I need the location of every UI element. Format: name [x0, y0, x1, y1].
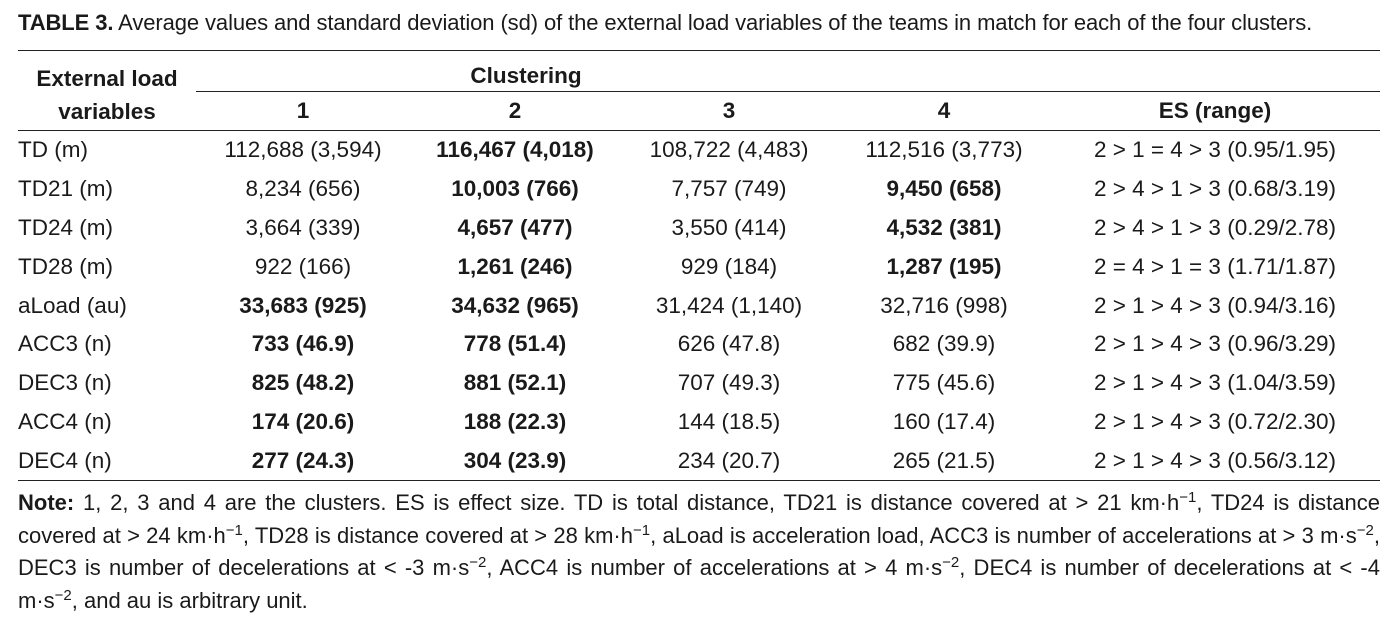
header-clustering: Clustering: [196, 50, 1380, 92]
header-variables-line2: variables: [58, 99, 156, 124]
table-row: TD (m) 112,688 (3,594) 116,467 (4,018) 1…: [18, 129, 1380, 170]
cell-es: 2 > 1 > 4 > 3 (0.56/3.12): [1093, 447, 1337, 473]
row-variable: ACC3 (n): [18, 331, 112, 357]
cell-es: 2 > 1 > 4 > 3 (0.94/3.16): [1093, 292, 1337, 318]
cell-c2: 10,003 (766): [451, 176, 579, 202]
table-row: ACC3 (n) 733 (46.9) 778 (51.4) 626 (47.8…: [18, 325, 1380, 364]
cell-c3: 929 (184): [680, 253, 778, 279]
cell-c4: 1,287 (195): [886, 253, 1002, 279]
cell-c4: 160 (17.4): [892, 408, 996, 434]
cell-c1: 277 (24.3): [251, 447, 355, 473]
cell-es: 2 > 4 > 1 > 3 (0.68/3.19): [1093, 176, 1337, 202]
note-sup: −1: [1179, 489, 1197, 507]
row-variable: TD (m): [18, 129, 196, 170]
table-row: DEC3 (n) 825 (48.2) 881 (52.1) 707 (49.3…: [18, 364, 1380, 403]
header-clustering-label: Clustering: [470, 63, 582, 88]
cell-c3: 144 (18.5): [677, 408, 781, 434]
note-text-3: , TD28 is distance covered at > 28 km·h: [242, 522, 633, 548]
cell-c1: 825 (48.2): [251, 370, 355, 396]
cell-c3: 707 (49.3): [677, 370, 781, 396]
note-sup: −1: [633, 521, 651, 539]
cell-c2: 116,467 (4,018): [410, 129, 620, 170]
cell-c2: 1,261 (246): [457, 253, 573, 279]
cell-c3: 3,550 (414): [671, 214, 787, 240]
cell-c2: 4,657 (477): [457, 214, 573, 240]
header-col-4: 4: [937, 98, 951, 123]
cell-es: 2 > 1 > 4 > 3 (0.96/3.29): [1093, 331, 1337, 357]
table-row: aLoad (au) 33,683 (925) 34,632 (965) 31,…: [18, 286, 1380, 325]
cell-c2: 188 (22.3): [463, 408, 567, 434]
cell-c2: 34,632 (965): [451, 292, 579, 318]
header-col-3: 3: [722, 98, 736, 123]
cell-c3: 7,757 (749): [671, 176, 787, 202]
caption-label: TABLE 3.: [18, 10, 114, 35]
row-variable: TD28 (m): [18, 253, 113, 279]
note-sup: −2: [54, 586, 72, 604]
cell-c3: 31,424 (1,140): [655, 292, 803, 318]
note-text-5: , DEC3 is number of decelerations at < -…: [18, 522, 1380, 581]
cell-es: 2 = 4 > 1 = 3 (1.71/1.87): [1093, 253, 1337, 279]
table-caption: TABLE 3. Average values and standard dev…: [18, 6, 1382, 40]
note-text-1: 1, 2, 3 and 4 are the clusters. ES is ef…: [83, 490, 1180, 516]
cell-c1: 3,664 (339): [245, 214, 361, 240]
note-text-6: , ACC4 is number of accelerations at > 4…: [486, 555, 943, 581]
row-variable: TD24 (m): [18, 214, 113, 240]
row-variable: aLoad (au): [18, 292, 127, 318]
cell-c2: 778 (51.4): [463, 331, 567, 357]
caption-text: Average values and standard deviation (s…: [118, 10, 1313, 35]
cell-c4: 682 (39.9): [892, 331, 996, 357]
cell-es: 2 > 1 > 4 > 3 (1.04/3.59): [1093, 370, 1337, 396]
cell-es: 2 > 1 > 4 > 3 (0.72/2.30): [1093, 408, 1337, 434]
table-row: ACC4 (n) 174 (20.6) 188 (22.3) 144 (18.5…: [18, 403, 1380, 442]
header-variables-line1: External load: [36, 66, 178, 91]
header-col-es: ES (range): [1158, 98, 1272, 123]
note-text-2: , TD24 is distance covered at > 24 km·h: [18, 490, 1380, 548]
header-col-1: 1: [296, 98, 310, 123]
note-sup: −2: [942, 554, 960, 572]
cell-c4: 4,532 (381): [886, 214, 1002, 240]
cell-c4: 265 (21.5): [892, 447, 996, 473]
header-col-2: 2: [508, 98, 522, 123]
note-label: Note:: [18, 490, 75, 516]
note-text-7: , DEC4 is number of decelerations at < -…: [18, 555, 1380, 613]
data-table: External load variables Clustering 1 2 3…: [18, 50, 1380, 482]
header-variables: External load variables: [18, 51, 196, 131]
cell-c1: 922 (166): [254, 253, 352, 279]
cell-c3: 234 (20.7): [677, 447, 781, 473]
cell-c1: 733 (46.9): [251, 331, 355, 357]
note-sup: −2: [1356, 521, 1374, 539]
note-text-4: , aLoad is acceleration load, ACC3 is nu…: [650, 522, 1357, 548]
cell-c2: 881 (52.1): [463, 370, 567, 396]
cell-c1: 33,683 (925): [239, 292, 367, 318]
table-row: TD24 (m) 3,664 (339) 4,657 (477) 3,550 (…: [18, 209, 1380, 248]
table-row: TD21 (m) 8,234 (656) 10,003 (766) 7,757 …: [18, 170, 1380, 209]
cell-c1: 112,688 (3,594): [196, 129, 410, 170]
cell-c4: 112,516 (3,773): [838, 129, 1050, 170]
note-sup: −2: [469, 554, 487, 572]
cell-c3: 626 (47.8): [677, 331, 781, 357]
row-variable: DEC3 (n): [18, 370, 112, 396]
cell-c4: 775 (45.6): [892, 370, 996, 396]
cell-c1: 174 (20.6): [251, 408, 355, 434]
cell-c2: 304 (23.9): [463, 447, 567, 473]
cell-es: 2 > 4 > 1 > 3 (0.29/2.78): [1093, 214, 1337, 240]
row-variable: ACC4 (n): [18, 408, 112, 434]
table-row: DEC4 (n) 277 (24.3) 304 (23.9) 234 (20.7…: [18, 441, 1380, 480]
note-sup: −1: [225, 521, 243, 539]
table-row: TD28 (m) 922 (166) 1,261 (246) 929 (184)…: [18, 247, 1380, 286]
cell-c4: 32,716 (998): [880, 292, 1008, 318]
cell-c1: 8,234 (656): [245, 176, 361, 202]
table-note: Note: 1, 2, 3 and 4 are the clusters. ES…: [18, 487, 1380, 617]
cell-c4: 9,450 (658): [886, 176, 1002, 202]
cell-c3: 108,722 (4,483): [620, 129, 838, 170]
note-text-8: , and au is arbitrary unit.: [71, 587, 308, 613]
row-variable: TD21 (m): [18, 176, 113, 202]
row-variable: DEC4 (n): [18, 447, 112, 473]
cell-es: 2 > 1 = 4 > 3 (0.95/1.95): [1050, 129, 1380, 170]
